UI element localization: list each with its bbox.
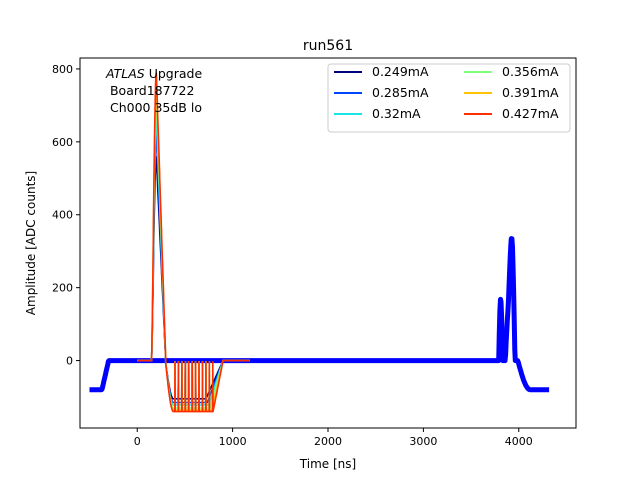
legend-entry: 0.356mA: [502, 64, 559, 79]
legend: 0.249mA 0.285mA 0.32mA 0.356mA 0.391mA 0.427m…: [327, 63, 571, 133]
plot-area: [87, 72, 551, 413]
atlas-annotation: ATLAS Upgrade Board187722 Ch000 35dB lo: [105, 66, 202, 115]
y-tick-label: 800: [52, 63, 73, 76]
x-tick-label: 4000: [505, 435, 533, 448]
legend-entry: 0.427mA: [502, 106, 559, 121]
legend-entry: 0.32mA: [372, 106, 421, 121]
legend-entry: 0.391mA: [502, 85, 559, 100]
y-tick-label: 200: [52, 282, 73, 295]
y-axis-ticks: 0 200 400 600 800: [52, 63, 80, 368]
y-tick-label: 0: [66, 355, 73, 368]
series-line-0.427mA: [137, 72, 250, 413]
legend-entry: 0.249mA: [372, 64, 429, 79]
annotation-line-2: Board187722: [106, 83, 194, 98]
trace-layer: [87, 72, 551, 413]
annotation-line-3: Ch000 35dB lo: [106, 100, 202, 115]
x-tick-label: 2000: [314, 435, 342, 448]
chart-title: run561: [303, 38, 353, 54]
legend-entry: 0.285mA: [372, 85, 429, 100]
x-tick-label: 3000: [409, 435, 437, 448]
legend-box: [327, 63, 571, 133]
x-axis-ticks: 0 1000 2000 3000 4000: [134, 428, 533, 448]
x-tick-label: 0: [134, 435, 141, 448]
x-axis-label: Time [ns]: [299, 457, 356, 471]
y-tick-label: 600: [52, 136, 73, 149]
y-tick-label: 400: [52, 209, 73, 222]
annotation-line-1: ATLAS Upgrade: [105, 66, 202, 81]
y-axis-label: Amplitude [ADC counts]: [24, 171, 38, 315]
annotation-upgrade: Upgrade: [145, 66, 203, 81]
annotation-atlas: ATLAS: [105, 66, 145, 81]
x-tick-label: 1000: [219, 435, 247, 448]
